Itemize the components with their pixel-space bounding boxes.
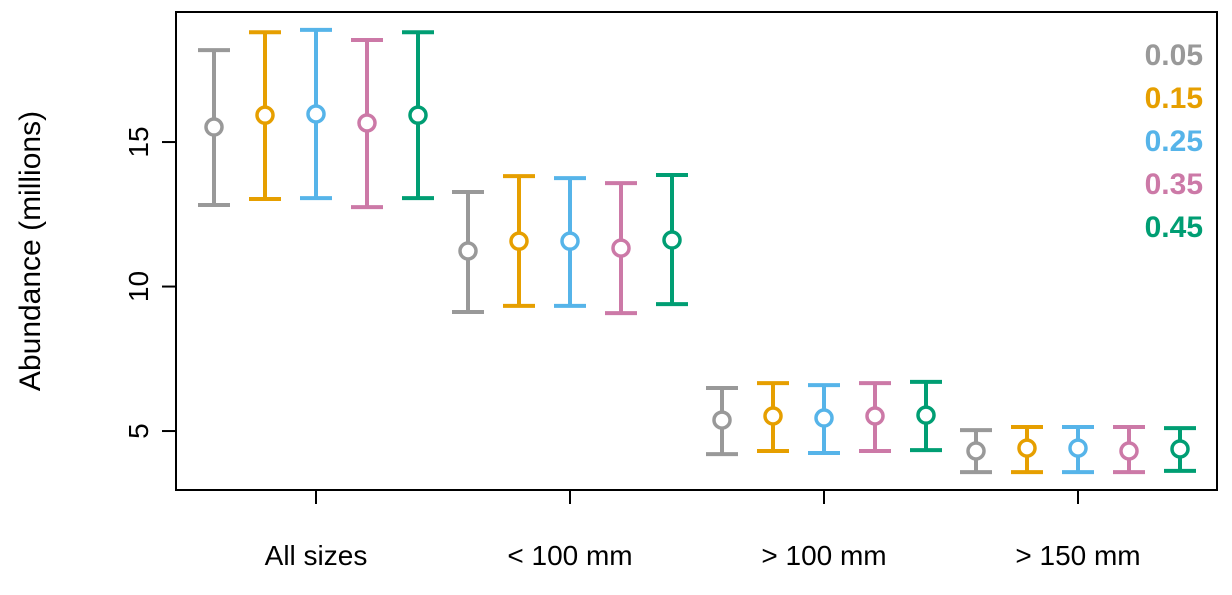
y-tick-label: 5 xyxy=(123,423,154,439)
legend-entry: 0.45 xyxy=(1145,211,1203,244)
point-estimate xyxy=(763,406,783,426)
point-estimate xyxy=(255,105,275,125)
point-estimate xyxy=(458,241,478,261)
series-0.15 xyxy=(249,30,1043,475)
point-estimate xyxy=(814,408,834,428)
legend-entry: 0.35 xyxy=(1145,168,1203,201)
x-tick-label: > 100 mm xyxy=(761,540,886,571)
point-estimate xyxy=(916,405,936,425)
error-bars xyxy=(198,27,1196,475)
point-estimate xyxy=(1170,439,1190,459)
point-estimate xyxy=(306,104,326,124)
plot-frame xyxy=(175,11,1218,491)
legend-entry: 0.05 xyxy=(1145,39,1203,72)
point-estimate xyxy=(662,230,682,250)
point-estimate xyxy=(966,441,986,461)
legend: 0.05 0.15 0.25 0.35 0.45 xyxy=(1145,39,1203,244)
x-tick-label: < 100 mm xyxy=(507,540,632,571)
point-estimate xyxy=(204,117,224,137)
point-estimate xyxy=(560,231,580,251)
y-axis: 5 10 15 xyxy=(123,126,176,439)
point-estimate xyxy=(1119,441,1139,461)
point-estimate xyxy=(712,410,732,430)
x-tick-label: > 150 mm xyxy=(1015,540,1140,571)
y-tick-label: 10 xyxy=(123,271,154,302)
point-estimate xyxy=(1068,438,1088,458)
x-tick-label: All sizes xyxy=(265,540,368,571)
y-tick-label: 15 xyxy=(123,126,154,157)
series-0.45 xyxy=(402,30,1196,473)
series-0.25 xyxy=(300,27,1094,475)
x-axis: All sizes < 100 mm > 100 mm > 150 mm xyxy=(265,490,1141,571)
series-0.05 xyxy=(198,48,992,475)
legend-entry: 0.15 xyxy=(1145,82,1203,115)
point-estimate xyxy=(357,113,377,133)
point-estimate xyxy=(611,238,631,258)
series-0.35 xyxy=(351,38,1145,475)
point-estimate xyxy=(408,105,428,125)
point-estimate xyxy=(1017,438,1037,458)
point-estimate xyxy=(865,406,885,426)
y-axis-label: Abundance (millions) xyxy=(14,111,47,391)
legend-entry: 0.25 xyxy=(1145,125,1203,158)
point-estimate xyxy=(509,231,529,251)
